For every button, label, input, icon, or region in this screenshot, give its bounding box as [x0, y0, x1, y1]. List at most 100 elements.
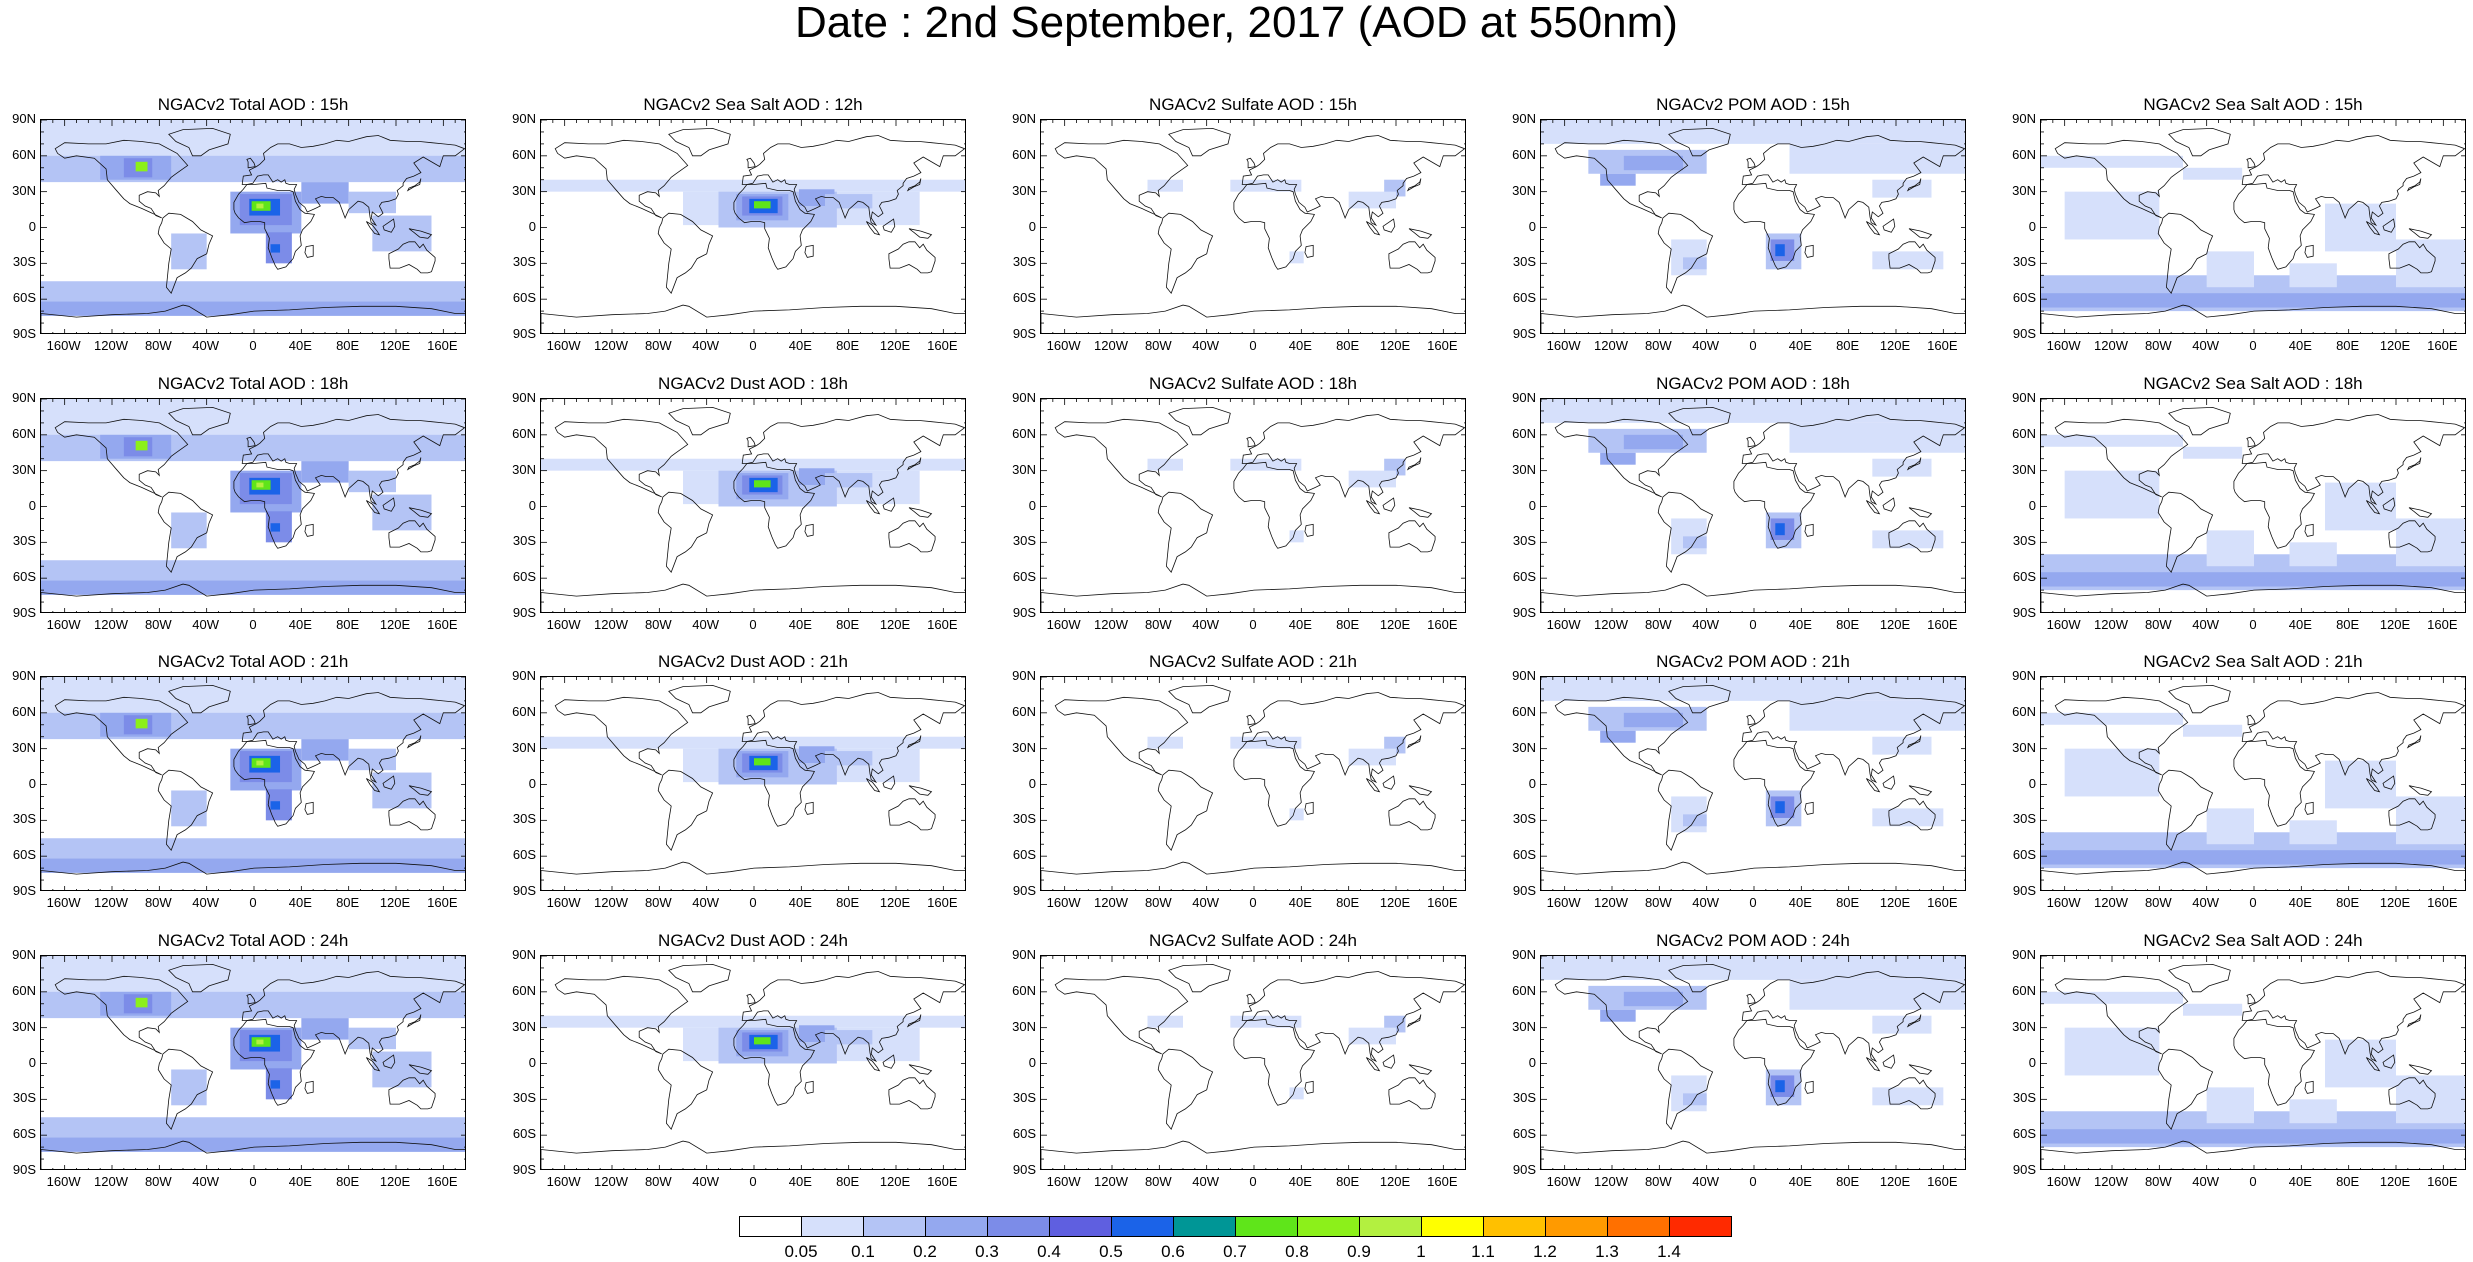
longitude-label: 160E	[1427, 338, 1458, 353]
coastline	[241, 135, 465, 227]
coastline	[2382, 775, 2396, 790]
aod-map-dust	[540, 398, 966, 613]
longitude-label: 120W	[1594, 895, 1628, 910]
coastline	[733, 461, 816, 549]
aod-field-patch	[171, 1069, 207, 1106]
coastline	[408, 1064, 433, 1075]
aod-field-patch	[541, 458, 965, 471]
coastline	[866, 221, 881, 236]
longitude-label: 160W	[46, 617, 81, 632]
coastline	[746, 993, 756, 1005]
coastline	[657, 769, 714, 851]
latitude-label: 30N	[512, 461, 536, 477]
coastline	[408, 785, 433, 796]
aod-field-patch	[2206, 530, 2254, 567]
latitude-label: 90N	[512, 947, 536, 962]
latitude-label: 30S	[12, 811, 36, 827]
longitude-label: 160W	[1546, 617, 1581, 632]
coastline	[2304, 523, 2314, 537]
aod-map-total	[40, 676, 466, 891]
aod-field-patch	[171, 790, 207, 827]
coastline	[1746, 157, 1756, 169]
longitude-label: 40E	[288, 338, 312, 353]
coastline	[41, 583, 465, 612]
longitude-label: 160E	[1927, 617, 1958, 632]
coastline	[1741, 692, 1965, 784]
coastline	[2406, 735, 2422, 749]
colorbar-label: 0.5	[1099, 1242, 1123, 1261]
coastline	[1304, 1080, 1314, 1094]
coastline	[1908, 1064, 1933, 1075]
longitude-label: 80W	[644, 1174, 672, 1189]
latitude-label: 0	[1528, 497, 1536, 513]
map-ticks	[2041, 677, 2465, 890]
latitude-label: 60N	[1012, 146, 1036, 162]
colorbar-label: 1	[1416, 1242, 1426, 1261]
longitude-label: 40W	[2192, 338, 2220, 353]
longitude-label: 160W	[1546, 338, 1581, 353]
map-ticks	[1541, 399, 1965, 612]
latitude-label: 60N	[512, 982, 536, 998]
coastline	[1241, 971, 1465, 1063]
longitude-label: 160W	[1546, 895, 1581, 910]
coastline	[1804, 523, 1814, 537]
longitude-label: 120E	[1879, 1174, 1911, 1189]
latitude-label: 90S	[512, 1162, 536, 1177]
longitude-label: 40W	[1192, 895, 1220, 910]
longitude-label: 160W	[1046, 617, 1081, 632]
aod-field-patch	[2396, 518, 2465, 567]
latitude-label: 0	[528, 775, 536, 791]
latitude-label: 30S	[2012, 254, 2036, 270]
aod-field-patch	[135, 997, 148, 1008]
latitude-label: 90N	[12, 111, 36, 126]
longitude-label: 160E	[427, 617, 458, 632]
longitude-label: 120E	[1379, 617, 1411, 632]
coastline	[1382, 1054, 1396, 1069]
aod-field-patch	[2041, 572, 2465, 587]
longitude-label: 120W	[2094, 338, 2128, 353]
coastline	[2388, 520, 2436, 553]
coastline	[241, 971, 465, 1063]
map-ticks	[41, 399, 465, 612]
coastline	[908, 1064, 933, 1075]
aod-field-patch	[2396, 1075, 2465, 1124]
longitude-label: 120E	[1379, 338, 1411, 353]
coastline	[1733, 1018, 1816, 1106]
aod-field-patch	[372, 215, 432, 252]
coastline	[906, 457, 922, 471]
coastline	[804, 523, 814, 537]
coastline	[657, 491, 714, 573]
aod-map-pom	[1540, 398, 1966, 613]
latitude-label: 30N	[2012, 182, 2036, 198]
longitude-label: 80W	[1144, 895, 1172, 910]
coastline	[1882, 497, 1896, 512]
coastline	[233, 461, 316, 549]
longitude-label: 160W	[2046, 338, 2081, 353]
aod-field-patch	[1348, 191, 1396, 209]
coastline	[2246, 714, 2256, 726]
panel-title: NGACv2 Total AOD : 15h	[157, 95, 349, 114]
aod-field-patch	[1775, 244, 1785, 257]
latitude-label: 60S	[512, 1126, 536, 1142]
colorbar-label: 0.6	[1161, 1242, 1185, 1261]
latitude-label: 30S	[1012, 1090, 1036, 1106]
coastline	[554, 418, 689, 498]
longitude-label: 80W	[1144, 338, 1172, 353]
longitude-label: 40W	[192, 895, 220, 910]
longitude-label: 80E	[336, 895, 360, 910]
aod-field-patch	[1775, 1080, 1785, 1093]
latitude-label: 90N	[512, 668, 536, 683]
coastline	[1804, 1080, 1814, 1094]
aod-field-patch	[1872, 251, 1944, 270]
longitude-label: 40E	[1788, 617, 1812, 632]
longitude-label: 160W	[46, 1174, 81, 1189]
latitude-label: 0	[1028, 775, 1036, 791]
latitude-label: 60S	[12, 290, 36, 306]
colorbar-swatch	[739, 1216, 802, 1237]
longitude-label: 40W	[192, 617, 220, 632]
aod-field-patch	[1600, 1009, 1636, 1022]
longitude-label: 80E	[336, 617, 360, 632]
latitude-label: 30S	[2012, 811, 2036, 827]
coastline	[2246, 436, 2256, 448]
coastline	[2054, 696, 2189, 776]
